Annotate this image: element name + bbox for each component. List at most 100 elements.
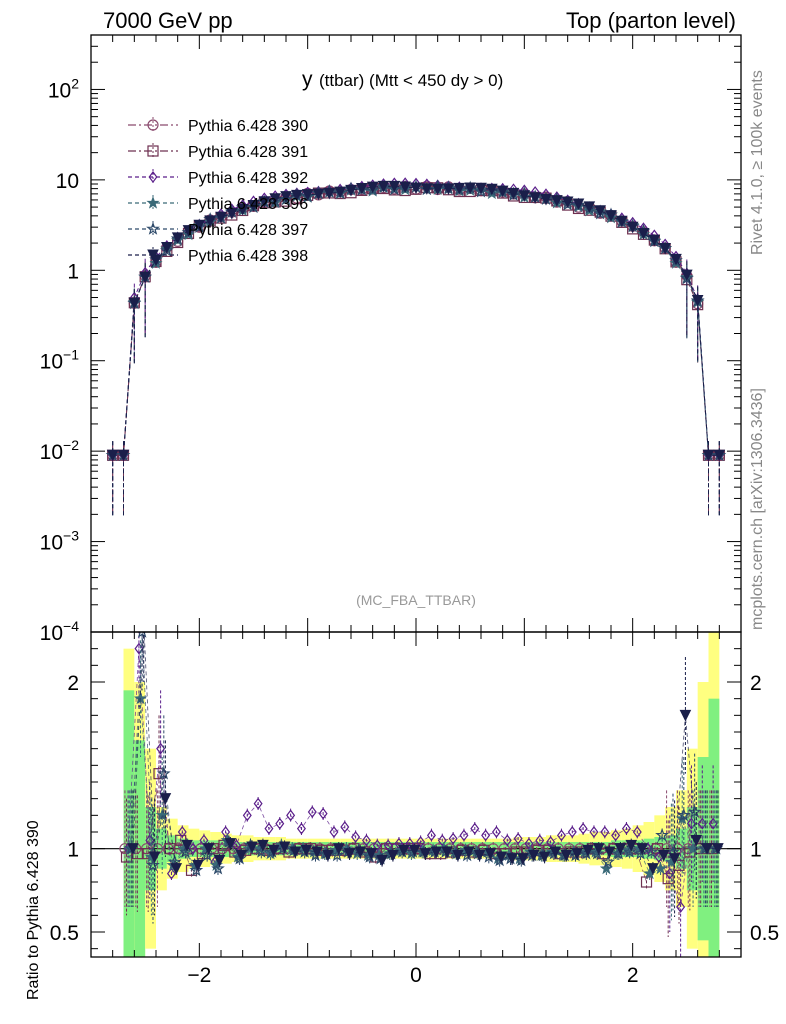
ratio-point xyxy=(590,846,605,860)
ratio-point xyxy=(221,826,231,838)
ratio-y-tick-label: 0.5 xyxy=(50,922,79,945)
ratio-point xyxy=(492,853,507,867)
ratio-point xyxy=(697,817,707,830)
ratio-series-pythia-6.428-396 xyxy=(123,640,722,921)
ratio-point xyxy=(578,822,588,835)
ratio-point xyxy=(340,821,350,833)
ratio-point xyxy=(307,806,317,818)
ratio-point xyxy=(330,848,345,862)
ratio-point xyxy=(668,853,681,865)
ratio-point xyxy=(502,834,512,847)
ratio-point xyxy=(632,826,642,838)
ratio-y-tick-label-right: 1 xyxy=(750,839,762,862)
ratio-point xyxy=(361,834,371,847)
ratio-y-tick-label-right: 0.5 xyxy=(750,922,779,945)
header-left: 7000 GeV pp xyxy=(103,8,233,33)
ratio-point xyxy=(491,826,501,838)
ratio-point xyxy=(621,822,631,835)
data-point xyxy=(507,187,520,200)
ratio-point xyxy=(603,846,616,859)
ratio-point xyxy=(676,807,691,822)
ratio-data xyxy=(119,619,724,957)
ratio-point xyxy=(481,849,496,863)
side-label-bottom: mcplots.cern.ch [arXiv:1306.3436] xyxy=(749,388,766,630)
main-data xyxy=(105,177,727,516)
legend-label: Pythia 6.428 396 xyxy=(188,196,308,213)
ratio-point xyxy=(462,846,475,859)
ratio-point xyxy=(611,829,621,842)
ratio-point xyxy=(139,619,149,629)
ratio-point xyxy=(351,831,361,843)
legend-item: Pythia 6.428 390 xyxy=(128,117,308,135)
legend-marker xyxy=(147,145,159,157)
ratio-point xyxy=(686,817,696,830)
ratio-point xyxy=(676,901,686,913)
legend-item: Pythia 6.428 397 xyxy=(128,221,308,239)
ratio-point xyxy=(232,851,247,865)
data-point xyxy=(236,203,249,216)
ratio-y-tick-label: 2 xyxy=(67,672,79,695)
ratio-y-tick-label-right: 2 xyxy=(750,672,762,695)
ratio-series-line xyxy=(127,648,714,908)
data-point xyxy=(215,211,227,224)
ratio-point xyxy=(708,817,718,830)
ratio-series-line xyxy=(132,632,718,871)
y-tick-label: 102 xyxy=(48,75,79,102)
x-tick-label: 0 xyxy=(410,964,422,987)
ratio-point xyxy=(513,832,523,845)
ratio-point xyxy=(416,836,426,848)
data-point xyxy=(637,227,650,240)
data-point xyxy=(713,449,726,462)
ratio-point xyxy=(644,844,659,858)
ratio-point xyxy=(611,846,626,860)
ratio-point xyxy=(556,829,566,842)
legend-label: Pythia 6.428 390 xyxy=(188,118,308,135)
ratio-ylabel: Ratio to Pythia 6.428 390 xyxy=(25,820,42,1000)
legend-label: Pythia 6.428 391 xyxy=(188,144,308,161)
ratio-point xyxy=(242,809,252,822)
axes: −2 0 2 10−4 10−3 10−2 10−1 1 102 10 0.5 0.5 1 1 2 2 xyxy=(40,34,779,987)
header-right: Top (parton level) xyxy=(566,8,736,33)
ratio-point xyxy=(571,848,583,860)
ratio-point xyxy=(286,809,296,822)
x-tick-label: −2 xyxy=(187,964,211,987)
y-tick-label: 10−1 xyxy=(40,347,80,374)
ratio-point xyxy=(470,822,480,835)
legend-marker xyxy=(148,171,158,183)
legend-item: Pythia 6.428 392 xyxy=(128,169,308,187)
ratio-point xyxy=(199,834,209,847)
ratio-point xyxy=(166,867,176,880)
legend-label: Pythia 6.428 392 xyxy=(188,170,308,187)
legend-label: Pythia 6.428 398 xyxy=(188,248,308,265)
x-tick-label: 2 xyxy=(627,964,639,987)
legend-item: Pythia 6.428 398 xyxy=(128,247,308,265)
ratio-point xyxy=(224,838,237,850)
data-point xyxy=(518,190,531,202)
legend: Pythia 6.428 390 Pythia 6.428 391 Pythia 6… xyxy=(128,117,308,265)
ratio-point xyxy=(178,844,193,858)
ratio-point xyxy=(600,826,610,838)
ratio-point xyxy=(181,839,193,852)
ratio-point xyxy=(254,844,269,858)
ratio-point xyxy=(372,839,382,852)
ratio-point xyxy=(329,826,339,838)
uncertainty-band-green xyxy=(123,690,135,957)
ratio-point xyxy=(636,843,648,855)
analysis-label: (MC_FBA_TTBAR) xyxy=(356,592,476,608)
series-pythia-6.428-398 xyxy=(106,180,726,516)
legend-marker xyxy=(147,249,159,262)
ratio-point xyxy=(145,834,155,847)
ratio-point xyxy=(405,837,415,850)
legend-label: Pythia 6.428 397 xyxy=(188,222,308,239)
ratio-point xyxy=(625,839,638,852)
data-point xyxy=(594,205,606,217)
data-point xyxy=(626,221,639,234)
ratio-point xyxy=(296,822,306,835)
ratio-point xyxy=(211,861,225,875)
ratio-point xyxy=(567,826,577,838)
ratio-series-pythia-6.428-398 xyxy=(127,619,724,917)
ratio-point xyxy=(202,843,215,855)
legend-marker xyxy=(146,195,160,209)
ratio-point xyxy=(549,846,562,859)
